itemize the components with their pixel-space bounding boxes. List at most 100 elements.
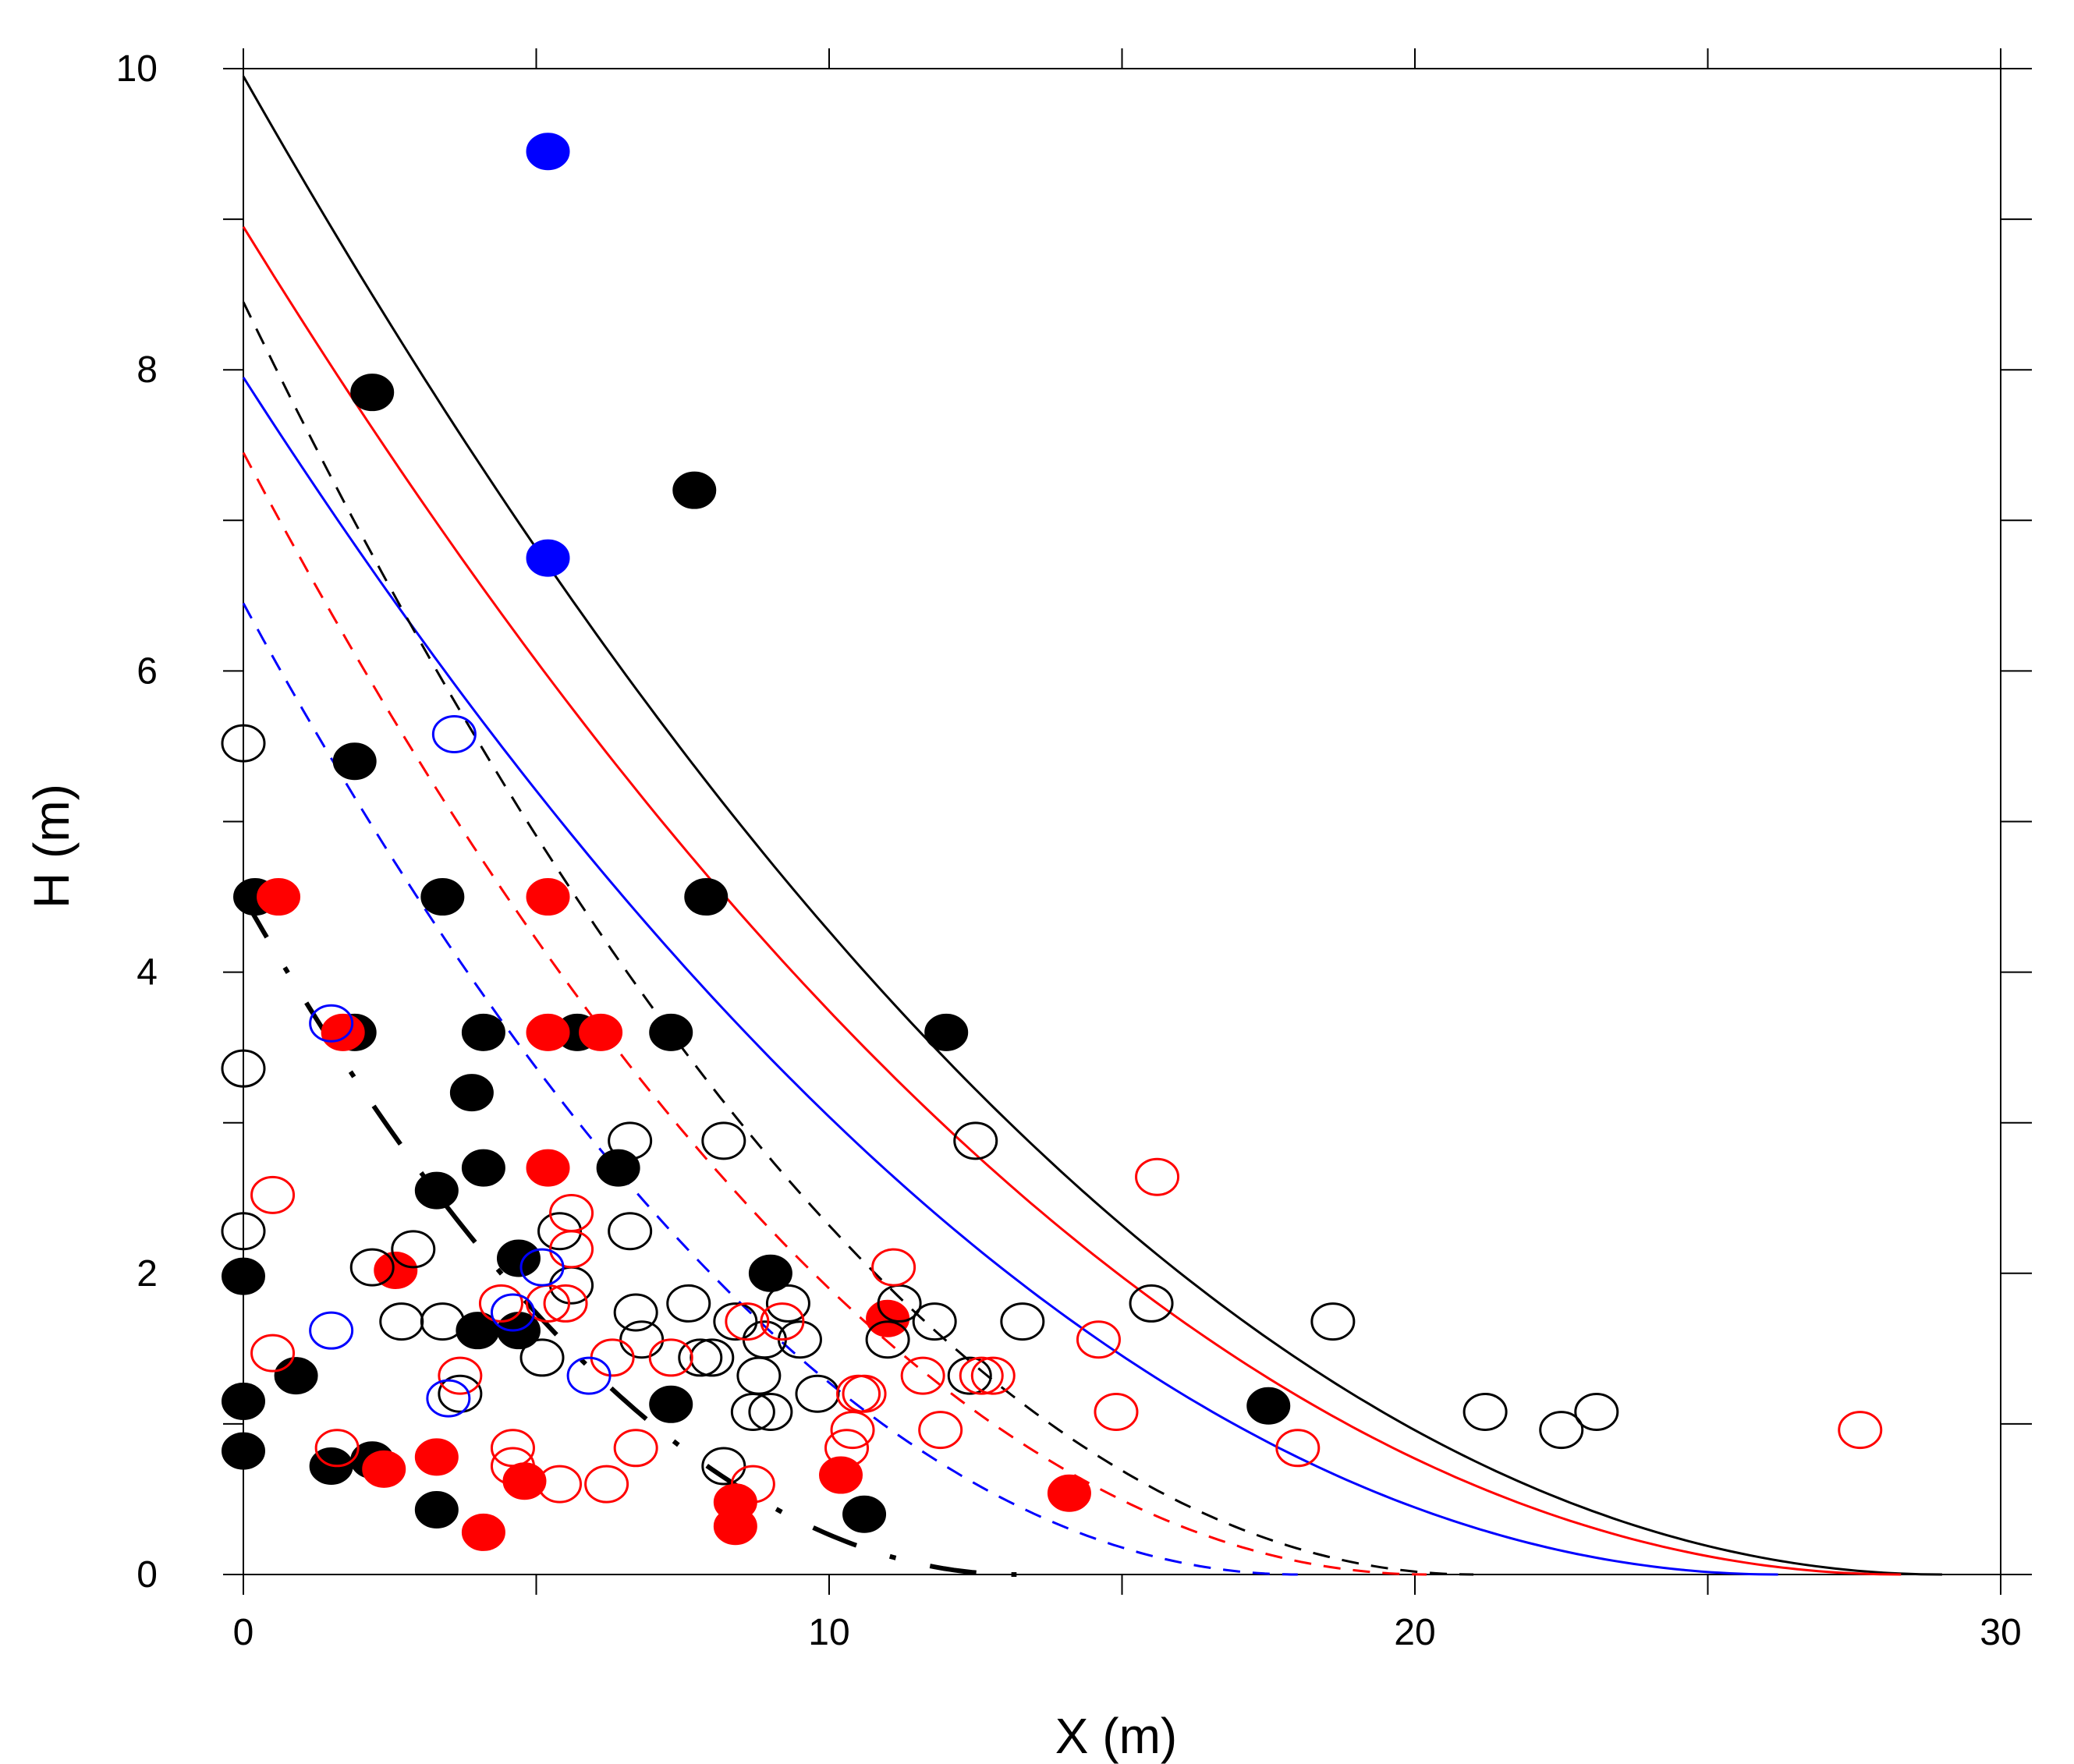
black-open-point [730,1392,775,1431]
blue-open-point [519,1248,565,1287]
black-open-point [678,1338,723,1377]
red-open-point [830,1411,875,1450]
black-filled-point [672,471,717,509]
black-open-point [613,1293,658,1332]
red-open-point [478,1284,523,1323]
black-filled-point [274,1357,318,1395]
red-open-point [918,1411,963,1450]
black-open-point [690,1338,735,1377]
black-filled-point [649,1013,693,1051]
red-open-point [648,1338,693,1377]
curve-blue-dashed [242,602,1298,1576]
black-open-point [701,1447,746,1486]
plot-border [243,68,2001,1575]
red-open-point [730,1465,775,1504]
black-filled-point [414,1490,459,1528]
black-filled-point [924,1013,969,1051]
x-tick-label: 10 [808,1612,849,1653]
black-open-point [420,1302,465,1341]
x-tick-label: 30 [1980,1612,2021,1653]
curves [241,75,1942,1577]
black-open-point [379,1302,424,1341]
red-open-point [590,1338,635,1377]
red-open-point [537,1465,583,1504]
y-tick-label: 10 [116,48,158,90]
black-open-point [666,1284,711,1323]
black-filled-point [332,742,377,781]
red-filled-point [257,878,301,916]
red-filled-point [461,1513,505,1551]
black-open-point [1462,1392,1508,1431]
y-tick-label: 0 [136,1554,158,1596]
black-open-point [1539,1411,1584,1450]
black-open-point [608,1212,653,1251]
red-open-point [1076,1320,1121,1359]
red-open-point [543,1284,588,1323]
black-filled-point [748,1254,792,1292]
black-open-point [619,1320,665,1359]
black-filled-point [461,1149,505,1187]
black-open-point [537,1212,583,1251]
plot-frame [243,68,2001,1575]
black-open-point [519,1338,565,1377]
black-open-point [765,1284,810,1323]
red-open-point [1135,1157,1180,1196]
x-tick-label: 0 [233,1612,254,1653]
black-filled-point [222,1257,265,1295]
red-open-point [725,1302,770,1341]
y-tick-label: 8 [136,349,158,391]
red-filled-point [362,1450,406,1488]
axis-ticks [223,48,2032,1595]
blue-open-point [426,1379,471,1418]
black-open-point [1574,1392,1619,1431]
red-open-point [438,1356,483,1395]
blue-open-point [309,1004,354,1043]
red-filled-point [579,1013,623,1051]
black-filled-point [420,878,465,916]
black-open-point [1310,1302,1356,1341]
blue-open-point [566,1356,612,1395]
curve-red-solid [242,226,1902,1576]
red-open-point [1094,1392,1139,1431]
black-open-point [748,1392,793,1431]
markers [221,133,1883,1551]
red-filled-point [526,1149,570,1187]
red-filled-point [414,1438,459,1476]
red-filled-point [1047,1474,1091,1512]
red-open-point [1275,1429,1321,1468]
black-filled-point [496,1239,541,1277]
red-open-point [490,1447,535,1486]
y-tick-label: 6 [136,650,158,692]
red-open-point [549,1230,594,1269]
red-open-point [760,1302,805,1341]
blue-filled-point [526,539,570,577]
red-open-point [314,1429,360,1468]
y-tick-label: 4 [136,952,158,994]
red-open-point [900,1356,945,1395]
curve-black-dashed [242,301,1474,1576]
curve-blue-solid [242,377,1778,1576]
y-tick-label: 2 [136,1253,158,1295]
black-open-point [349,1248,395,1287]
curve-black-longdash [241,895,1017,1577]
red-open-point [584,1465,629,1504]
red-filled-point [321,1013,365,1051]
black-open-point [865,1320,910,1359]
red-filled-point [713,1507,757,1546]
black-filled-point [449,1074,494,1112]
black-open-point [1000,1302,1045,1341]
blue-filled-point [526,133,570,171]
red-open-point [1838,1411,1883,1450]
red-open-point [613,1429,658,1468]
curve-red-dashed [242,452,1427,1576]
curve-black-solid [242,75,1942,1576]
red-open-point [250,1175,296,1214]
red-filled-point [526,1013,570,1051]
x-axis-label: X (m) [1055,1708,1177,1764]
red-open-point [250,1334,296,1373]
red-filled-point [526,878,570,916]
black-open-point [912,1302,957,1341]
black-open-point [608,1121,653,1160]
black-open-point [795,1374,840,1413]
black-open-point [701,1121,746,1160]
